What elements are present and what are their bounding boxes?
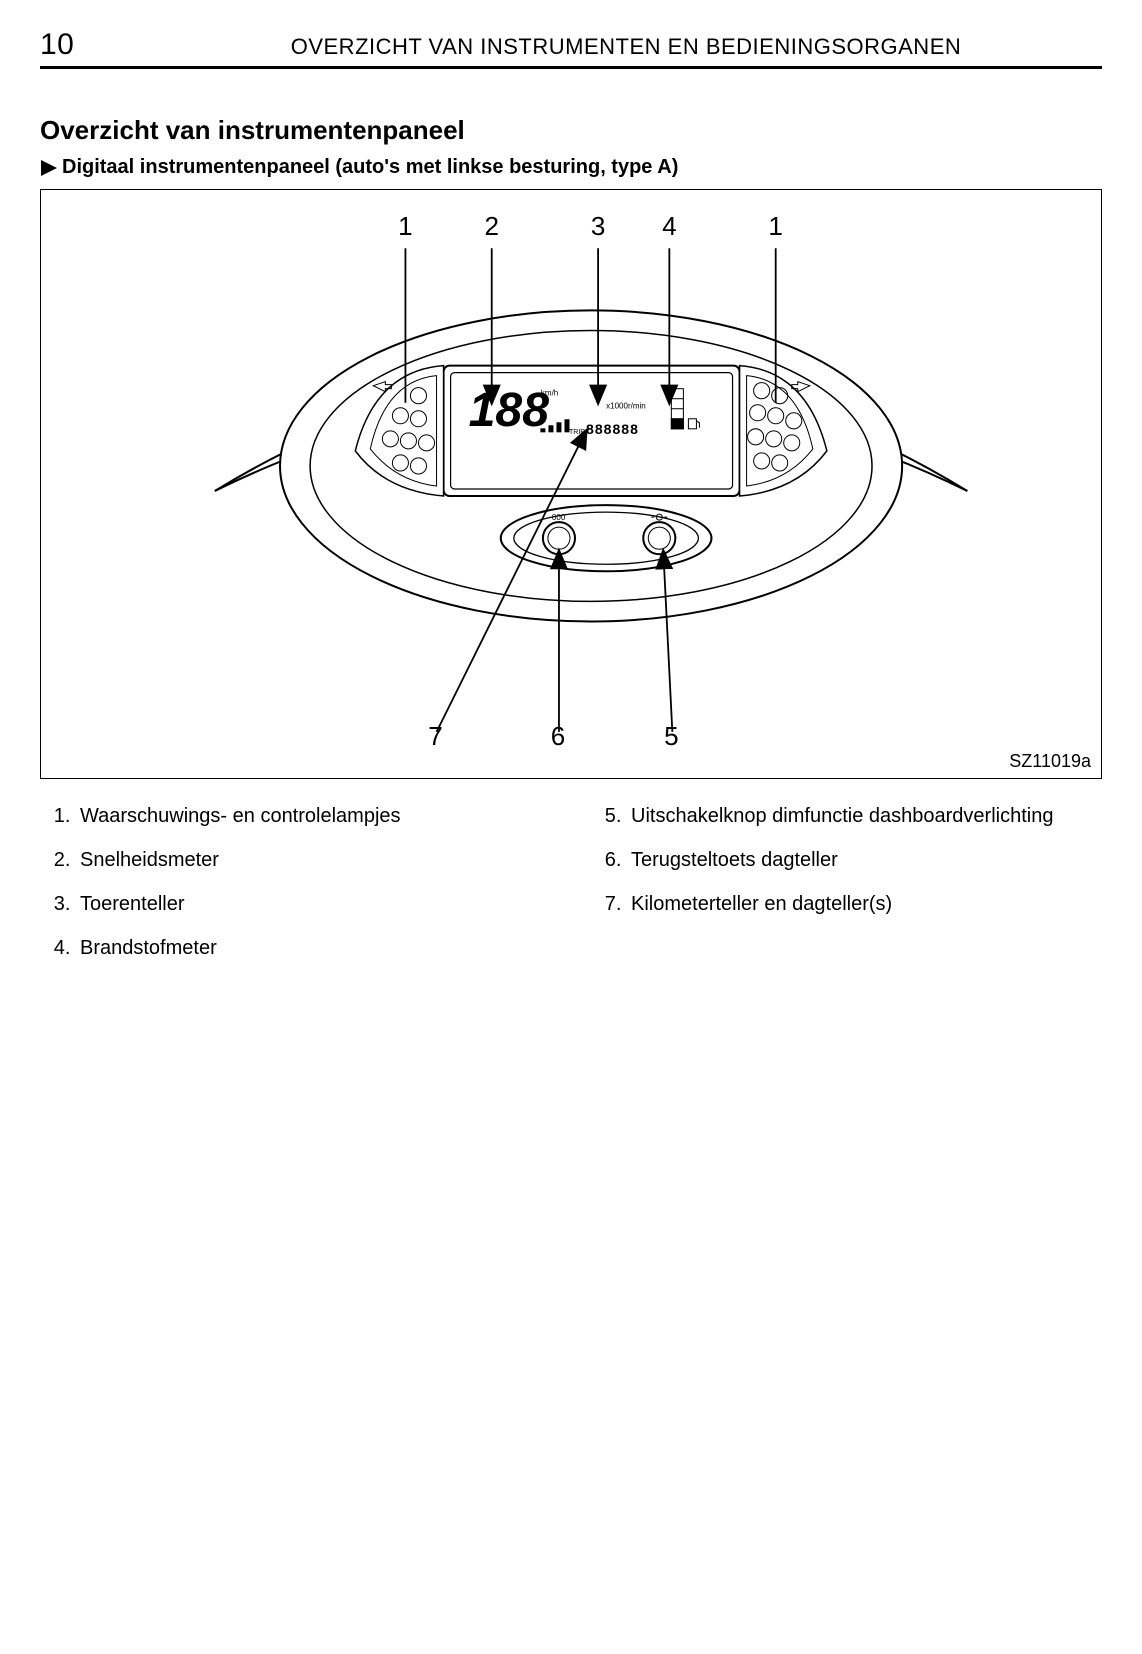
legend-column-left: Waarschuwings- en controlelampjes Snelhei…: [40, 803, 551, 979]
legend-item: Snelheidsmeter: [76, 847, 551, 873]
figure-caption: SZ11019a: [1009, 751, 1091, 772]
callout-label: 1: [768, 211, 783, 241]
manual-page: 10 OVERZICHT VAN INSTRUMENTEN EN BEDIENI…: [0, 0, 1142, 1654]
figure-instrument-panel: 188 km/h x1000r/min TRIP 888888: [40, 189, 1102, 779]
display-speed: 188: [469, 383, 550, 437]
legend-item: Toerenteller: [76, 891, 551, 917]
callout-label: 4: [662, 211, 677, 241]
callout-label: 6: [551, 721, 566, 751]
legend-item: Brandstofmeter: [76, 935, 551, 961]
page-number: 10: [40, 28, 150, 62]
subsection-title: Digitaal instrumentenpaneel (auto's met …: [62, 156, 678, 179]
svg-text:000: 000: [552, 513, 566, 522]
svg-text:TRIP: TRIP: [569, 429, 585, 436]
legend-item: Terugsteltoets dagteller: [627, 847, 1102, 873]
display-speed-unit: km/h: [541, 389, 558, 398]
subsection-row: Digitaal instrumentenpaneel (auto's met …: [40, 156, 1102, 179]
legend: Waarschuwings- en controlelampjes Snelhei…: [40, 803, 1102, 979]
legend-item: Kilometerteller en dagteller(s): [627, 891, 1102, 917]
callout-label: 3: [591, 211, 606, 241]
display-odometer: 888888: [586, 421, 639, 437]
section-title: Overzicht van instrumentenpaneel: [40, 115, 1102, 146]
callout-label: 7: [428, 721, 443, 751]
callout-label: 2: [484, 211, 499, 241]
display-rpm-unit: x1000r/min: [606, 402, 646, 411]
callout-label: 5: [664, 721, 679, 751]
callout-label: 1: [398, 211, 413, 241]
triangle-right-icon: [40, 159, 58, 177]
chapter-title: OVERZICHT VAN INSTRUMENTEN EN BEDIENINGS…: [150, 34, 1102, 60]
legend-item: Uitschakelknop dimfunctie dashboardverli…: [627, 803, 1102, 829]
legend-column-right: Uitschakelknop dimfunctie dashboardverli…: [591, 803, 1102, 979]
legend-item: Waarschuwings- en controlelampjes: [76, 803, 551, 829]
page-header: 10 OVERZICHT VAN INSTRUMENTEN EN BEDIENI…: [40, 28, 1102, 69]
